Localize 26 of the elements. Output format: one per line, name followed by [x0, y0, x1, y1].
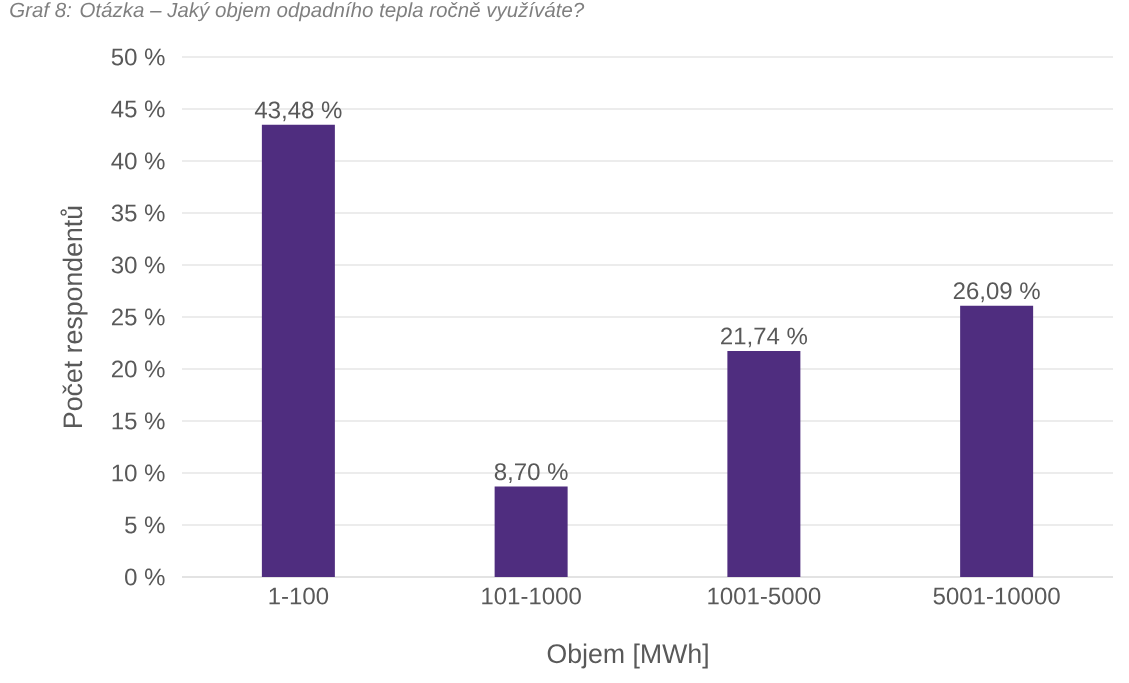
- y-tick-label: 40 %: [111, 152, 165, 170]
- x-tick-label: 1001-5000: [708, 587, 821, 605]
- y-axis-title: Počet respondentů: [60, 206, 88, 427]
- y-tick-label: 5 %: [125, 516, 165, 534]
- data-label: 26,09 %: [953, 282, 1040, 303]
- y-tick-label: 50 %: [111, 48, 165, 66]
- x-axis-title: Objem [MWh]: [547, 643, 708, 669]
- y-tick-label: 20 %: [111, 360, 165, 378]
- bar: [261, 124, 335, 577]
- x-tick-label: 101-1000: [482, 587, 581, 605]
- data-label: 21,74 %: [721, 327, 808, 348]
- bar: [960, 305, 1034, 577]
- y-tick-label: 35 %: [111, 204, 165, 222]
- y-tick-label: 0 %: [125, 568, 165, 586]
- y-tick-label: 25 %: [111, 308, 165, 326]
- y-tick-label: 15 %: [112, 412, 165, 430]
- y-tick-label: 45 %: [111, 100, 165, 118]
- bar: [727, 350, 801, 577]
- y-tick-label: 30 %: [111, 256, 165, 274]
- data-label: 43,48 %: [254, 101, 342, 122]
- y-tick-label: 10 %: [112, 464, 165, 482]
- bar: [494, 486, 568, 577]
- data-label: 8,70 %: [494, 463, 568, 483]
- x-tick-label: 5001-10000: [933, 587, 1060, 605]
- x-tick-label: 1-100: [269, 587, 329, 605]
- chart-title: Graf 8: Otázka – Jaký objem odpadního tepla ročně využíváte?: [10, 1, 585, 22]
